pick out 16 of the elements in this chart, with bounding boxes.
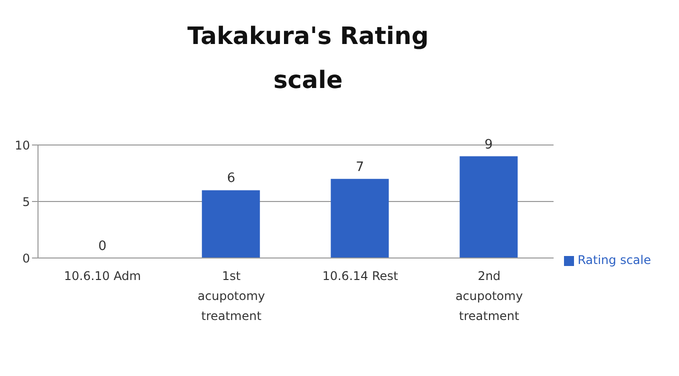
x-tick-label: 10.6.10 Adm	[64, 269, 141, 283]
data-label: 7	[356, 160, 364, 175]
data-label: 6	[226, 171, 236, 186]
y-tick-label: 5	[22, 194, 30, 209]
bar	[460, 156, 518, 258]
x-tick-label: 2nd acupotomy treatment	[455, 269, 523, 323]
bar	[202, 190, 260, 258]
chart-title: Takakura's Rating scale	[186, 21, 430, 96]
x-tick-label: 10.6.14 Rest	[322, 269, 398, 283]
y-tick-label: 10	[14, 138, 30, 152]
legend-label: Rating scale	[578, 253, 651, 267]
data-label: 9	[484, 137, 493, 152]
bar	[330, 178, 389, 258]
y-tick-label: 0	[22, 251, 30, 266]
data-label: 0	[98, 239, 107, 254]
x-tick-label: 1st acupotomy treatment	[198, 269, 266, 323]
